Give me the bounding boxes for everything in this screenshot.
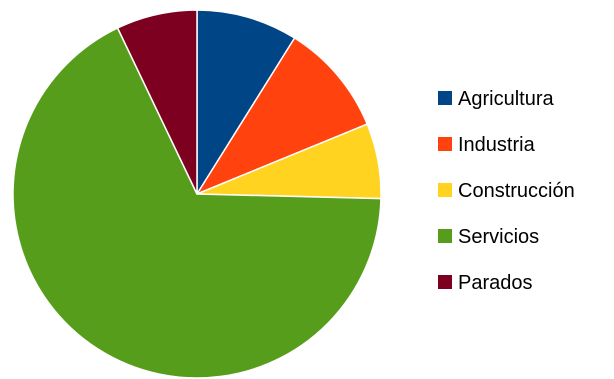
legend-item: Parados — [438, 272, 533, 294]
legend-swatch — [438, 229, 452, 243]
legend-label: Industria — [458, 134, 536, 156]
legend-label: Construcción — [458, 180, 575, 202]
pie-slice-agricultura — [196, 9, 296, 195]
legend-label: Servicios — [458, 226, 539, 248]
legend-swatch — [438, 183, 452, 197]
pie-slice-servicios — [12, 27, 382, 379]
legend: Agricultura Industria Construcción Servicio… — [438, 88, 575, 294]
legend-item: Construcción — [438, 180, 575, 202]
legend-item: Industria — [438, 134, 536, 156]
legend-item: Agricultura — [438, 88, 554, 110]
legend-swatch — [438, 91, 452, 105]
pie-slice-parados — [116, 9, 198, 195]
legend-item: Servicios — [438, 226, 539, 248]
pie-slices — [12, 9, 382, 379]
legend-label: Agricultura — [458, 88, 554, 110]
legend-label: Parados — [458, 272, 533, 294]
legend-swatch — [438, 275, 452, 289]
pie-slice-industria — [196, 37, 368, 195]
legend-swatch — [438, 137, 452, 151]
